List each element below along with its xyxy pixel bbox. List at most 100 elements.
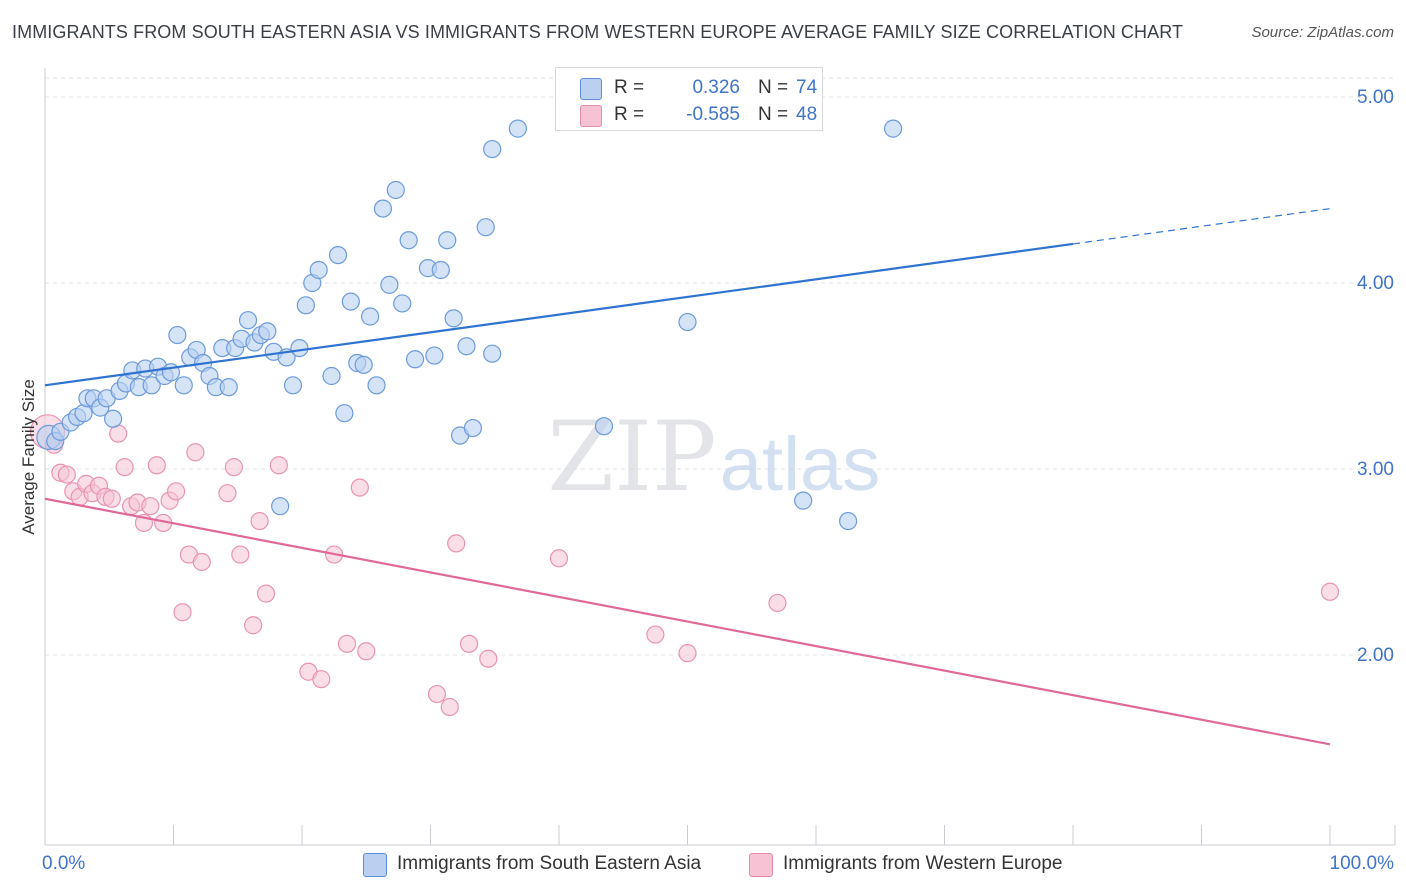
pink-point (192, 552, 211, 572)
blue-point (476, 218, 495, 237)
blue-point (373, 199, 393, 218)
trend-lines (44, 208, 1331, 746)
blue-point (328, 246, 348, 265)
pink-point (173, 603, 192, 622)
pink-point (231, 545, 250, 564)
source-label: Source: ZipAtlas.com (1251, 24, 1394, 41)
blue-point (483, 139, 502, 159)
pink-point (244, 616, 263, 635)
blue-point (335, 404, 354, 423)
pink-trend-line (44, 497, 1331, 746)
pink-point (427, 684, 447, 704)
pink-point (166, 482, 186, 501)
blue-point (322, 366, 341, 386)
series-south-eastern-asia-points (36, 119, 903, 531)
pink-point (218, 484, 237, 503)
pink-point (440, 697, 459, 717)
blue-point (405, 350, 425, 369)
blue-point (431, 260, 450, 280)
r-label: R = (614, 104, 645, 125)
pink-point (459, 634, 479, 653)
pink-point (678, 644, 697, 663)
blue-trend-line (44, 242, 1074, 387)
blue-point (457, 337, 476, 356)
blue-point (380, 275, 399, 294)
blue-trend-extension (1072, 208, 1331, 245)
x-tick-label: 100.0% (1330, 853, 1395, 874)
blue-point (354, 355, 373, 374)
blue-point (168, 325, 187, 345)
pink-point (768, 593, 787, 613)
blue-point (290, 339, 309, 358)
pink-swatch-icon (580, 105, 602, 127)
blue-point (258, 322, 277, 341)
pink-point (269, 456, 288, 475)
blue-point (393, 294, 412, 313)
pink-legend-swatch-icon (749, 853, 773, 877)
pink-point (646, 625, 665, 644)
n-label: N = (758, 104, 789, 125)
pink-point (224, 458, 243, 477)
legend-label-pink: Immigrants from Western Europe (783, 853, 1063, 874)
pink-point (357, 642, 376, 661)
grid-lines (45, 77, 1395, 656)
blue-point (483, 344, 502, 363)
r-label: R = (614, 77, 645, 98)
blue-point (174, 376, 193, 395)
n-label: N = (758, 77, 789, 98)
n-value-blue: 74 (796, 77, 818, 98)
blue-swatch-icon (580, 78, 602, 100)
chart-title: IMMIGRANTS FROM SOUTH EASTERN ASIA VS IM… (12, 22, 1184, 42)
pink-point (57, 465, 76, 484)
blue-legend-swatch-icon (363, 853, 387, 877)
blue-point (341, 292, 360, 311)
blue-point (74, 404, 93, 423)
blue-point (678, 312, 697, 332)
pink-point (350, 478, 369, 497)
pink-point (147, 456, 166, 475)
blue-point (386, 180, 405, 200)
pink-point (256, 584, 276, 603)
blue-point (361, 307, 380, 326)
tick-labels: 2.00 3.00 4.00 5.00 0.0% 100.0% (42, 87, 1394, 874)
pink-point (1320, 582, 1340, 601)
legend-label-blue: Immigrants from South Eastern Asia (397, 853, 702, 874)
blue-point (283, 376, 303, 395)
blue-point (309, 260, 328, 280)
y-tick-label: 2.00 (1357, 645, 1394, 666)
pink-point (250, 511, 269, 531)
y-tick-label: 3.00 (1357, 459, 1394, 480)
blue-point (444, 309, 463, 328)
axes (44, 68, 1396, 846)
blue-point (399, 231, 418, 250)
pink-point (141, 497, 160, 516)
watermark-zip: ZIP (547, 401, 716, 513)
pink-point (447, 534, 466, 553)
pink-point (312, 670, 331, 689)
n-value-pink: 48 (796, 104, 818, 125)
y-tick-label: 4.00 (1357, 273, 1394, 294)
pink-point (479, 649, 498, 668)
y-axis-label: Average Family Size (19, 379, 38, 535)
pink-point (115, 458, 134, 477)
blue-point (271, 497, 290, 516)
blue-point (142, 376, 161, 395)
y-tick-label: 5.00 (1357, 87, 1394, 108)
r-value-blue: 0.326 (692, 77, 740, 98)
blue-point (839, 511, 858, 531)
correlation-stats-box: R = 0.326 N = 74 R = -0.585 N = 48 (555, 67, 823, 131)
pink-point (102, 489, 121, 508)
blue-point (425, 346, 444, 365)
blue-point (367, 376, 386, 395)
blue-point (438, 231, 457, 250)
pink-point (549, 549, 569, 568)
pink-point (337, 634, 357, 653)
blue-point (794, 491, 813, 510)
blue-point (463, 418, 483, 438)
series-western-europe-points (29, 414, 1340, 717)
blue-point (883, 119, 903, 138)
blue-point (594, 417, 614, 436)
pink-point (186, 443, 205, 462)
blue-point (296, 296, 315, 315)
